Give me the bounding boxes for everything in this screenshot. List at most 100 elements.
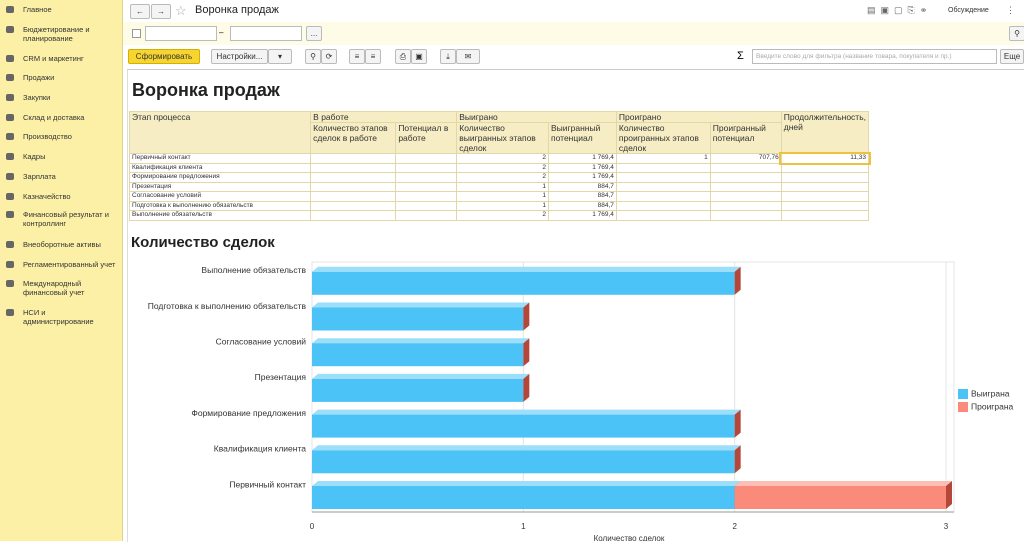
sidebar: Главное Бюджетирование и планирование CRM …	[0, 0, 123, 541]
table-row: Согласование условий 1 884,7	[128, 191, 870, 202]
sub-header: Количество выигранных этапов сделок	[456, 122, 550, 154]
sidebar-item[interactable]: Продажи	[23, 73, 55, 82]
sub-header: Количество проигранных этапов сделок	[615, 122, 711, 154]
expand-button[interactable]: ≡	[349, 49, 365, 64]
search-input[interactable]: Введите слово для фильтра (название това…	[752, 49, 997, 64]
table-cell	[780, 172, 870, 183]
sidebar-item[interactable]: Казначейство	[23, 192, 71, 201]
sidebar-item[interactable]: Кадры	[23, 152, 46, 161]
date-from[interactable]	[145, 26, 217, 41]
sidebar-item[interactable]: Зарплата	[23, 172, 56, 181]
table-cell	[709, 191, 782, 202]
settings-button[interactable]: Настройки...	[211, 49, 268, 64]
header-row: Этап процесса В работе Выиграно Проиграно Пр…	[128, 111, 870, 154]
table-cell	[709, 172, 782, 183]
forward-button[interactable]: →	[151, 4, 171, 19]
variants-button[interactable]: ▾	[268, 49, 292, 64]
page-title: Воронка продаж	[195, 4, 279, 16]
group-header: В работе	[310, 111, 458, 123]
filter-bar: – ... ⚲	[123, 22, 1024, 45]
table-cell	[395, 210, 458, 221]
menu-icon[interactable]: ⋮	[1006, 5, 1015, 15]
table-cell	[395, 153, 458, 164]
save-button[interactable]: ⤓	[440, 49, 456, 64]
checkbox[interactable]	[132, 29, 141, 38]
sidebar-item[interactable]: Международный финансовый учет	[23, 279, 85, 297]
back-button[interactable]: ←	[130, 4, 150, 19]
search-next-button[interactable]: ⟳	[321, 49, 337, 64]
preview-button[interactable]: ▣	[411, 49, 427, 64]
table-cell	[310, 162, 397, 173]
header-icons[interactable]: ▤▣▢⎘⚭	[867, 5, 933, 15]
table-cell: 707,76	[709, 153, 782, 164]
sidebar-icon	[6, 211, 14, 218]
sidebar-icon	[6, 6, 14, 13]
report-frame	[127, 69, 1024, 542]
sidebar-icon	[6, 114, 14, 121]
sub-header: Выигранный потенциал	[548, 122, 617, 154]
sidebar-icon	[6, 261, 14, 268]
more-button[interactable]: Еще	[1000, 49, 1024, 64]
table-cell: 2	[456, 172, 550, 183]
generate-button[interactable]: Сформировать	[128, 49, 200, 64]
table-cell	[780, 162, 870, 173]
sidebar-item[interactable]: Закупки	[23, 93, 51, 102]
table-cell: 1	[615, 153, 711, 164]
sidebar-item[interactable]: Главное	[23, 5, 52, 14]
sidebar-item[interactable]: Склад и доставка	[23, 113, 85, 122]
report-title: Воронка продаж	[132, 80, 280, 100]
group-header: Выиграно	[456, 111, 617, 123]
sidebar-icon	[6, 94, 14, 101]
collapse-button[interactable]: ≡	[365, 49, 381, 64]
sidebar-icon	[6, 241, 14, 248]
table-cell: 11,33	[779, 151, 871, 165]
date-to[interactable]	[230, 26, 302, 41]
table-cell	[310, 181, 397, 192]
table-cell	[395, 200, 458, 211]
print-button[interactable]: ⎙	[395, 49, 411, 64]
table-cell	[615, 210, 711, 221]
sub-header: Проигранный потенциал	[709, 122, 782, 154]
table-cell: Формирование предложения	[128, 172, 312, 183]
table-cell	[310, 172, 397, 183]
table-cell: 2	[456, 153, 550, 164]
sidebar-item[interactable]: Бюджетирование и планирование	[23, 25, 90, 43]
period-button[interactable]: ...	[306, 26, 322, 41]
table-cell: 884,7	[548, 200, 617, 211]
sidebar-item[interactable]: Производство	[23, 132, 72, 141]
header: ← → ☆ Воронка продаж ▤▣▢⎘⚭ Обсуждение ⋮	[123, 0, 1024, 22]
table-cell	[780, 191, 870, 202]
table-cell	[780, 210, 870, 221]
table-cell	[780, 181, 870, 192]
sidebar-icon	[6, 26, 14, 33]
table-cell	[780, 200, 870, 211]
table-cell	[395, 181, 458, 192]
table-cell: Выполнение обязательств	[128, 210, 312, 221]
sidebar-item[interactable]: CRM и маркетинг	[23, 54, 84, 63]
header-row: Количество этапов сделок в работе Потенци…	[130, 122, 869, 154]
sidebar-icon	[6, 193, 14, 200]
sidebar-item[interactable]: Внеоборотные активы	[23, 240, 101, 249]
table-row: Презентация 1 884,7	[128, 181, 870, 192]
sidebar-item[interactable]: НСИ и администрирование	[23, 308, 94, 326]
group-header: Продолжительность, дней	[780, 111, 870, 154]
sidebar-item[interactable]: Финансовый результат и контроллинг	[23, 210, 109, 228]
table-cell: 1	[456, 200, 550, 211]
filter-icon[interactable]: ⚲	[1009, 26, 1024, 41]
table-cell	[310, 191, 397, 202]
sidebar-item[interactable]: Регламентированный учет	[23, 260, 116, 269]
table-cell	[615, 191, 711, 202]
table-cell: 2	[456, 210, 550, 221]
table-cell	[310, 210, 397, 221]
send-button[interactable]: ✉	[456, 49, 480, 64]
search-button[interactable]: ⚲	[305, 49, 321, 64]
discussion-link[interactable]: Обсуждение	[948, 7, 989, 14]
table-row: Формирование предложения 2 1 769,4	[128, 172, 870, 183]
date-separator: –	[219, 28, 224, 37]
favorite-star[interactable]: ☆	[175, 3, 187, 18]
sidebar-icon	[6, 55, 14, 62]
table-cell: 1 769,4	[548, 153, 617, 164]
table-cell	[709, 210, 782, 221]
table-cell	[709, 162, 782, 173]
